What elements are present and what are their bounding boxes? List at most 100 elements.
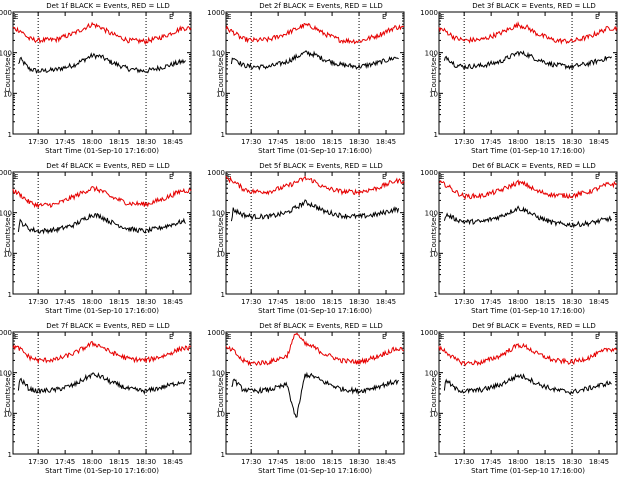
corner-marker-left: E xyxy=(440,173,444,181)
series-events-line xyxy=(17,212,186,235)
x-tick-label: 18:30 xyxy=(562,298,582,306)
panel-title: Det 1f BLACK = Events, RED = LLD xyxy=(46,2,169,10)
series-lld-line xyxy=(225,332,405,367)
x-tick-label: 18:00 xyxy=(508,458,528,466)
x-axis-label: Start Time (01-Sep-10 17:16:00) xyxy=(258,467,372,475)
y-tick-label: 10 xyxy=(3,250,12,258)
corner-marker-right: E xyxy=(382,13,386,21)
panel-title: Det 5f BLACK = Events, RED = LLD xyxy=(259,162,382,170)
series-lld-line xyxy=(12,340,192,365)
panel-title: Det 7f BLACK = Events, RED = LLD xyxy=(46,322,169,330)
x-tick-label: 17:45 xyxy=(55,298,75,306)
series-lld-line xyxy=(225,175,405,197)
plot-frame xyxy=(12,331,192,455)
x-tick-label: 18:00 xyxy=(295,298,315,306)
corner-marker-right: E xyxy=(595,173,599,181)
x-tick-label: 18:45 xyxy=(589,138,609,146)
y-axis-label: Counts/sec xyxy=(4,214,12,253)
corner-marker-right: E xyxy=(169,333,173,341)
corner-marker-right: E xyxy=(382,173,386,181)
y-axis-label: Counts/sec xyxy=(430,54,438,93)
corner-marker-left: E xyxy=(14,13,18,21)
y-tick-label: 10 xyxy=(216,410,225,418)
x-axis-label: Start Time (01-Sep-10 17:16:00) xyxy=(258,307,372,315)
x-tick-label: 17:45 xyxy=(481,298,501,306)
y-tick-label: 1000 xyxy=(207,329,225,337)
series-events-line xyxy=(443,205,613,229)
y-tick-label: 100 xyxy=(425,370,438,378)
x-tick-label: 18:15 xyxy=(535,458,555,466)
x-tick-label: 18:00 xyxy=(82,138,102,146)
y-tick-label: 1 xyxy=(8,451,12,459)
y-axis-label: Counts/sec xyxy=(430,214,438,253)
x-tick-label: 18:30 xyxy=(136,138,156,146)
series-events-line xyxy=(443,373,612,396)
x-tick-label: 17:45 xyxy=(268,138,288,146)
corner-marker-left: E xyxy=(14,173,18,181)
y-tick-label: 10 xyxy=(3,90,12,98)
series-lld-line xyxy=(438,179,618,200)
y-tick-label: 1000 xyxy=(0,169,12,177)
corner-marker-left: E xyxy=(440,333,444,341)
x-tick-label: 18:30 xyxy=(349,458,369,466)
plot-frame xyxy=(225,11,405,135)
x-tick-label: 17:45 xyxy=(481,458,501,466)
y-axis-label: Counts/sec xyxy=(217,374,225,413)
corner-marker-right: E xyxy=(169,13,173,21)
x-tick-label: 18:30 xyxy=(562,458,582,466)
panel-9: Det 9f BLACK = Events, RED = LLD 1 10 100 10… xyxy=(420,322,618,475)
x-tick-label: 18:00 xyxy=(508,138,528,146)
corner-marker-right: E xyxy=(382,333,386,341)
x-axis-label: Start Time (01-Sep-10 17:16:00) xyxy=(258,147,372,155)
corner-marker-right: E xyxy=(595,333,599,341)
x-tick-label: 18:45 xyxy=(376,138,396,146)
panel-3: Det 3f BLACK = Events, RED = LLD 1 10 100 10… xyxy=(420,2,618,155)
corner-marker-right: E xyxy=(169,173,173,181)
x-tick-label: 18:30 xyxy=(562,138,582,146)
x-tick-label: 18:45 xyxy=(376,458,396,466)
x-tick-label: 18:30 xyxy=(349,138,369,146)
y-tick-label: 1000 xyxy=(420,329,438,337)
x-tick-label: 17:30 xyxy=(241,298,261,306)
panel-6: Det 6f BLACK = Events, RED = LLD 1 10 100 10… xyxy=(420,162,618,315)
y-tick-label: 1000 xyxy=(207,9,225,17)
y-tick-label: 100 xyxy=(0,370,12,378)
y-tick-label: 1 xyxy=(8,291,12,299)
panel-5: Det 5f BLACK = Events, RED = LLD 1 10 100 10… xyxy=(207,162,405,315)
y-tick-label: 100 xyxy=(0,50,12,58)
series-events-line xyxy=(231,371,399,418)
y-tick-label: 10 xyxy=(429,250,438,258)
x-tick-label: 18:45 xyxy=(163,138,183,146)
plot-frame xyxy=(225,331,405,455)
x-tick-label: 17:30 xyxy=(28,298,48,306)
x-tick-label: 17:45 xyxy=(55,138,75,146)
x-tick-label: 18:15 xyxy=(109,138,129,146)
y-tick-label: 1 xyxy=(221,291,225,299)
plot-frame xyxy=(12,171,192,295)
y-tick-label: 10 xyxy=(429,410,438,418)
x-tick-label: 18:00 xyxy=(295,138,315,146)
panel-title: Det 3f BLACK = Events, RED = LLD xyxy=(472,2,595,10)
x-tick-label: 18:15 xyxy=(535,138,555,146)
x-tick-label: 18:15 xyxy=(535,298,555,306)
panel-title: Det 9f BLACK = Events, RED = LLD xyxy=(472,322,595,330)
x-tick-label: 17:45 xyxy=(268,298,288,306)
x-axis-label: Start Time (01-Sep-10 17:16:00) xyxy=(45,467,159,475)
series-lld-line xyxy=(225,22,405,45)
x-tick-label: 18:45 xyxy=(376,298,396,306)
x-tick-label: 18:15 xyxy=(322,138,342,146)
y-tick-label: 1000 xyxy=(207,169,225,177)
x-tick-label: 17:45 xyxy=(55,458,75,466)
y-tick-label: 1 xyxy=(434,291,438,299)
y-tick-label: 100 xyxy=(212,210,225,218)
x-tick-label: 17:45 xyxy=(268,458,288,466)
panel-2: Det 2f BLACK = Events, RED = LLD 1 10 100 10… xyxy=(207,2,405,155)
corner-marker-left: E xyxy=(227,173,231,181)
y-axis-label: Counts/sec xyxy=(217,54,225,93)
y-tick-label: 100 xyxy=(425,210,438,218)
series-events-line xyxy=(18,52,186,74)
y-tick-label: 1000 xyxy=(420,169,438,177)
x-tick-label: 18:00 xyxy=(82,298,102,306)
